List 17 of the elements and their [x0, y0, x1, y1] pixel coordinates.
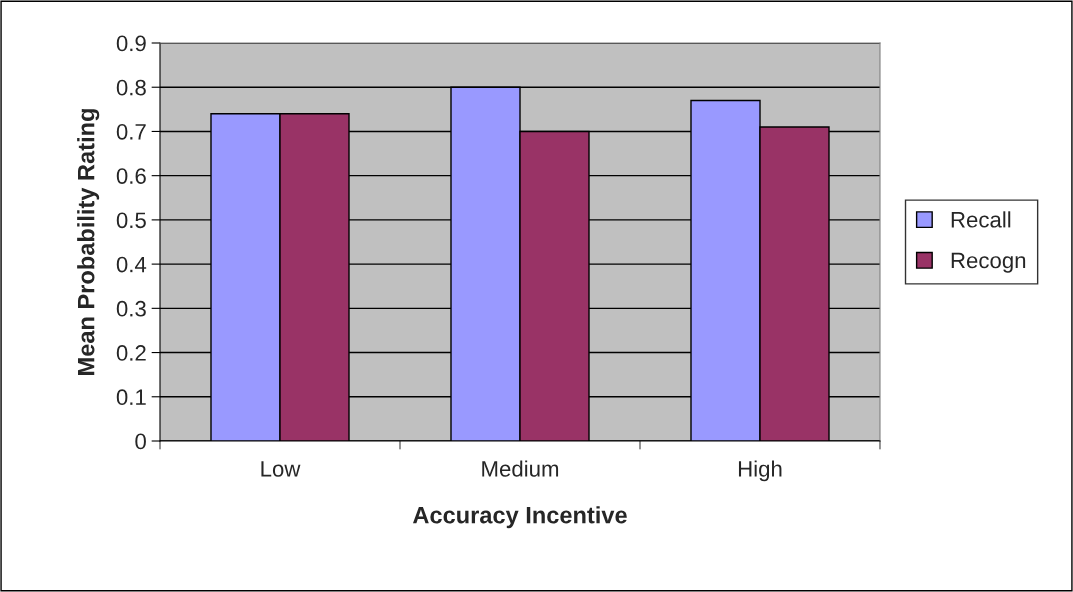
y-tick-label: 0.2	[116, 345, 146, 361]
legend-label: Recogn	[951, 252, 1026, 273]
x-tick-label: Low	[261, 461, 301, 477]
y-tick-label: 0.8	[116, 79, 146, 96]
y-tick-label: 0	[135, 433, 146, 450]
y-tick-label: 0.4	[116, 256, 147, 273]
legend-label: Recall	[951, 211, 1011, 228]
y-tick-label: 0.3	[116, 300, 146, 317]
y-tick-label: 0.7	[116, 123, 146, 140]
y-tick-label: 0.9	[116, 35, 146, 52]
x-tick-label: High	[738, 460, 782, 482]
y-tick-label: 0.6	[116, 168, 146, 184]
y-tick-label: 0.5	[116, 212, 146, 229]
x-axis-title: Accuracy Incentive	[412, 506, 627, 529]
y-axis-title: Mean Probability Rating	[77, 109, 100, 375]
y-tick-label: 0.1	[116, 389, 146, 406]
x-tick-label: Medium	[482, 460, 559, 477]
